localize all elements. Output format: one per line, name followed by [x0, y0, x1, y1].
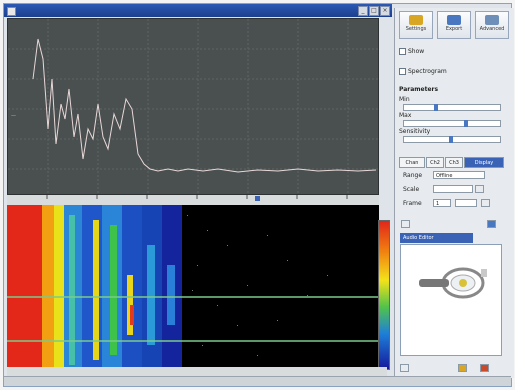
application-window: _ □ × —	[3, 3, 514, 387]
device-illustration	[419, 267, 487, 299]
option-spectrogram[interactable]: Spectrogram	[399, 68, 511, 75]
frame-field[interactable]: 1	[433, 199, 451, 207]
slider-thumb[interactable]	[449, 136, 453, 143]
toolbar-button-label: Settings	[405, 26, 427, 32]
window-controls: _ □ ×	[357, 6, 390, 16]
export-icon	[447, 15, 461, 25]
minimize-icon[interactable]: _	[358, 6, 368, 16]
max-slider[interactable]	[403, 120, 501, 127]
param-max-label: Max	[399, 112, 412, 119]
option-label: Show	[408, 48, 425, 55]
title-bar: _ □ ×	[4, 4, 392, 17]
option-label: Spectrogram	[408, 68, 447, 75]
spectrogram-image	[7, 205, 379, 367]
app-icon	[7, 7, 16, 16]
frame-stepper-button[interactable]	[481, 199, 490, 207]
tab-chan[interactable]: Chan	[399, 157, 425, 168]
waveform-view[interactable]: —	[7, 18, 379, 195]
waveform-plot: —	[8, 19, 378, 194]
preview-prev-button[interactable]	[400, 364, 409, 372]
preview-title: Audio Editor	[400, 233, 473, 243]
parameters-heading: Parameters	[399, 86, 439, 93]
sensitivity-slider[interactable]	[403, 136, 501, 143]
toolbar-button-settings[interactable]: Settings	[399, 11, 433, 39]
tab-ch3[interactable]: Ch3	[445, 157, 463, 168]
scale-field[interactable]	[433, 185, 473, 193]
spectrogram-colorbar	[378, 220, 390, 370]
scale-dropdown-button[interactable]	[475, 185, 484, 193]
tab-ch2[interactable]: Ch2	[426, 157, 444, 168]
slider-thumb[interactable]	[434, 104, 438, 111]
scale-label: Scale	[403, 186, 420, 193]
preview-stop-button[interactable]	[480, 364, 489, 372]
toolbar-button-label: Export	[445, 26, 463, 32]
option-show[interactable]: Show	[399, 48, 511, 55]
slider-thumb[interactable]	[464, 120, 468, 127]
range-field[interactable]: Offline	[433, 171, 485, 179]
checkbox-icon[interactable]	[399, 68, 406, 75]
preview-toggle-button[interactable]	[401, 220, 410, 228]
preview-image	[400, 244, 502, 356]
toolbar-button-advanced[interactable]: Advanced	[475, 11, 509, 39]
preview-play-button[interactable]	[458, 364, 467, 372]
spectrogram-view[interactable]	[7, 205, 379, 367]
settings-icon	[409, 15, 423, 25]
close-icon[interactable]: ×	[380, 6, 390, 16]
min-slider[interactable]	[403, 104, 501, 111]
waveform-trace	[32, 38, 377, 173]
tab-display[interactable]: Display	[464, 157, 504, 168]
status-bar	[4, 376, 511, 386]
checkbox-icon[interactable]	[399, 48, 406, 55]
toolbar-button-export[interactable]: Export	[437, 11, 471, 39]
range-label: Range	[403, 172, 423, 179]
preview-options-button[interactable]	[487, 220, 496, 228]
param-sensitivity-label: Sensitivity	[399, 128, 431, 135]
frame-field-2[interactable]	[455, 199, 477, 207]
channel-tabs: Chan Ch2 Ch3 Display	[399, 157, 509, 169]
param-min-label: Min	[399, 96, 410, 103]
playhead-marker	[255, 196, 260, 201]
preview-controls	[400, 362, 512, 374]
waveform-gridlines	[8, 19, 378, 194]
waveform-marker: —	[11, 113, 16, 119]
advanced-icon	[485, 15, 499, 25]
toolbar-button-label: Advanced	[479, 26, 505, 32]
frame-label: Frame	[403, 200, 422, 207]
time-axis-ticks	[46, 195, 348, 201]
maximize-icon[interactable]: □	[369, 6, 379, 16]
